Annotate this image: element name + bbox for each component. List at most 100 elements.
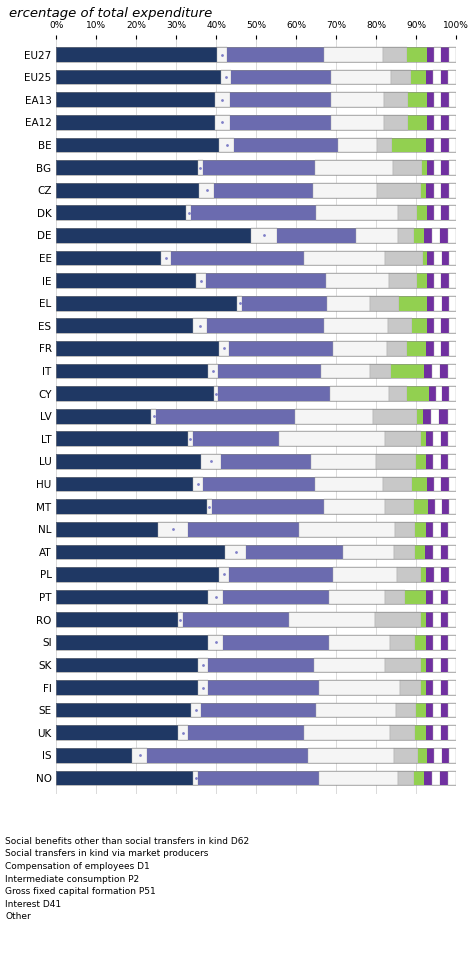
Bar [213, 386, 218, 401]
Bar [427, 205, 434, 220]
Bar [427, 476, 434, 492]
Bar [333, 341, 387, 356]
Bar [198, 681, 208, 695]
Bar [392, 161, 422, 175]
Bar [407, 341, 426, 356]
Bar [427, 296, 434, 311]
Bar [56, 703, 191, 717]
Bar [188, 725, 304, 741]
Bar [383, 476, 412, 492]
Bar [441, 92, 449, 107]
Bar [434, 748, 442, 763]
Bar [198, 657, 208, 672]
Bar [377, 183, 422, 197]
Bar [434, 341, 441, 356]
Bar [193, 318, 207, 333]
Bar [442, 296, 449, 311]
Bar [331, 115, 384, 130]
Bar [441, 703, 448, 717]
Bar [385, 499, 414, 514]
Bar [331, 92, 384, 107]
Bar [196, 273, 205, 287]
Bar [441, 183, 448, 197]
Bar [442, 748, 449, 763]
Bar [230, 115, 331, 130]
Bar [56, 92, 215, 107]
Bar [434, 183, 441, 197]
Bar [205, 273, 326, 287]
Bar [295, 408, 373, 424]
Bar [432, 771, 440, 785]
Bar [433, 70, 441, 84]
Bar [441, 476, 448, 492]
Bar [188, 432, 193, 446]
Bar [217, 47, 227, 62]
Bar [395, 522, 415, 536]
Bar [330, 386, 389, 401]
Bar [442, 386, 449, 401]
Bar [56, 296, 456, 311]
Bar [422, 183, 426, 197]
Bar [391, 70, 411, 84]
Bar [56, 432, 456, 446]
Bar [440, 545, 448, 560]
Bar [385, 590, 405, 604]
Bar [449, 499, 456, 514]
Bar [390, 725, 415, 741]
Bar [331, 70, 391, 84]
Bar [193, 771, 198, 785]
Bar [389, 386, 407, 401]
Bar [433, 681, 441, 695]
Bar [207, 318, 324, 333]
Bar [56, 47, 217, 62]
Bar [308, 748, 394, 763]
Bar [156, 408, 295, 424]
Bar [414, 771, 424, 785]
Bar [56, 161, 456, 175]
Bar [56, 725, 178, 741]
Bar [157, 522, 188, 536]
Bar [133, 748, 147, 763]
Bar [433, 703, 441, 717]
Bar [56, 681, 456, 695]
Bar [448, 161, 456, 175]
Bar [400, 681, 421, 695]
Bar [56, 545, 226, 560]
Bar [427, 748, 434, 763]
Bar [56, 386, 213, 401]
Bar [434, 92, 441, 107]
Bar [415, 635, 425, 650]
Bar [316, 205, 398, 220]
Bar [449, 273, 456, 287]
Bar [434, 251, 442, 265]
Bar [56, 251, 161, 265]
Bar [324, 318, 388, 333]
Bar [384, 251, 423, 265]
Bar [56, 341, 219, 356]
Bar [433, 725, 441, 741]
Bar [448, 364, 456, 378]
Bar [56, 205, 456, 220]
Bar [426, 703, 433, 717]
Bar [434, 318, 441, 333]
Bar [208, 657, 314, 672]
Bar [441, 70, 448, 84]
Bar [417, 205, 427, 220]
Bar [433, 590, 441, 604]
Bar [390, 635, 415, 650]
Bar [415, 522, 425, 536]
Bar [448, 432, 456, 446]
Bar [448, 137, 456, 152]
Bar [441, 273, 449, 287]
Bar [221, 454, 311, 469]
Bar [427, 251, 434, 265]
Bar [56, 408, 151, 424]
Bar [56, 92, 456, 107]
Bar [448, 771, 456, 785]
Bar [191, 703, 201, 717]
Bar [414, 499, 428, 514]
Bar [56, 318, 193, 333]
Bar [212, 499, 324, 514]
Bar [431, 408, 439, 424]
Bar [229, 567, 333, 582]
